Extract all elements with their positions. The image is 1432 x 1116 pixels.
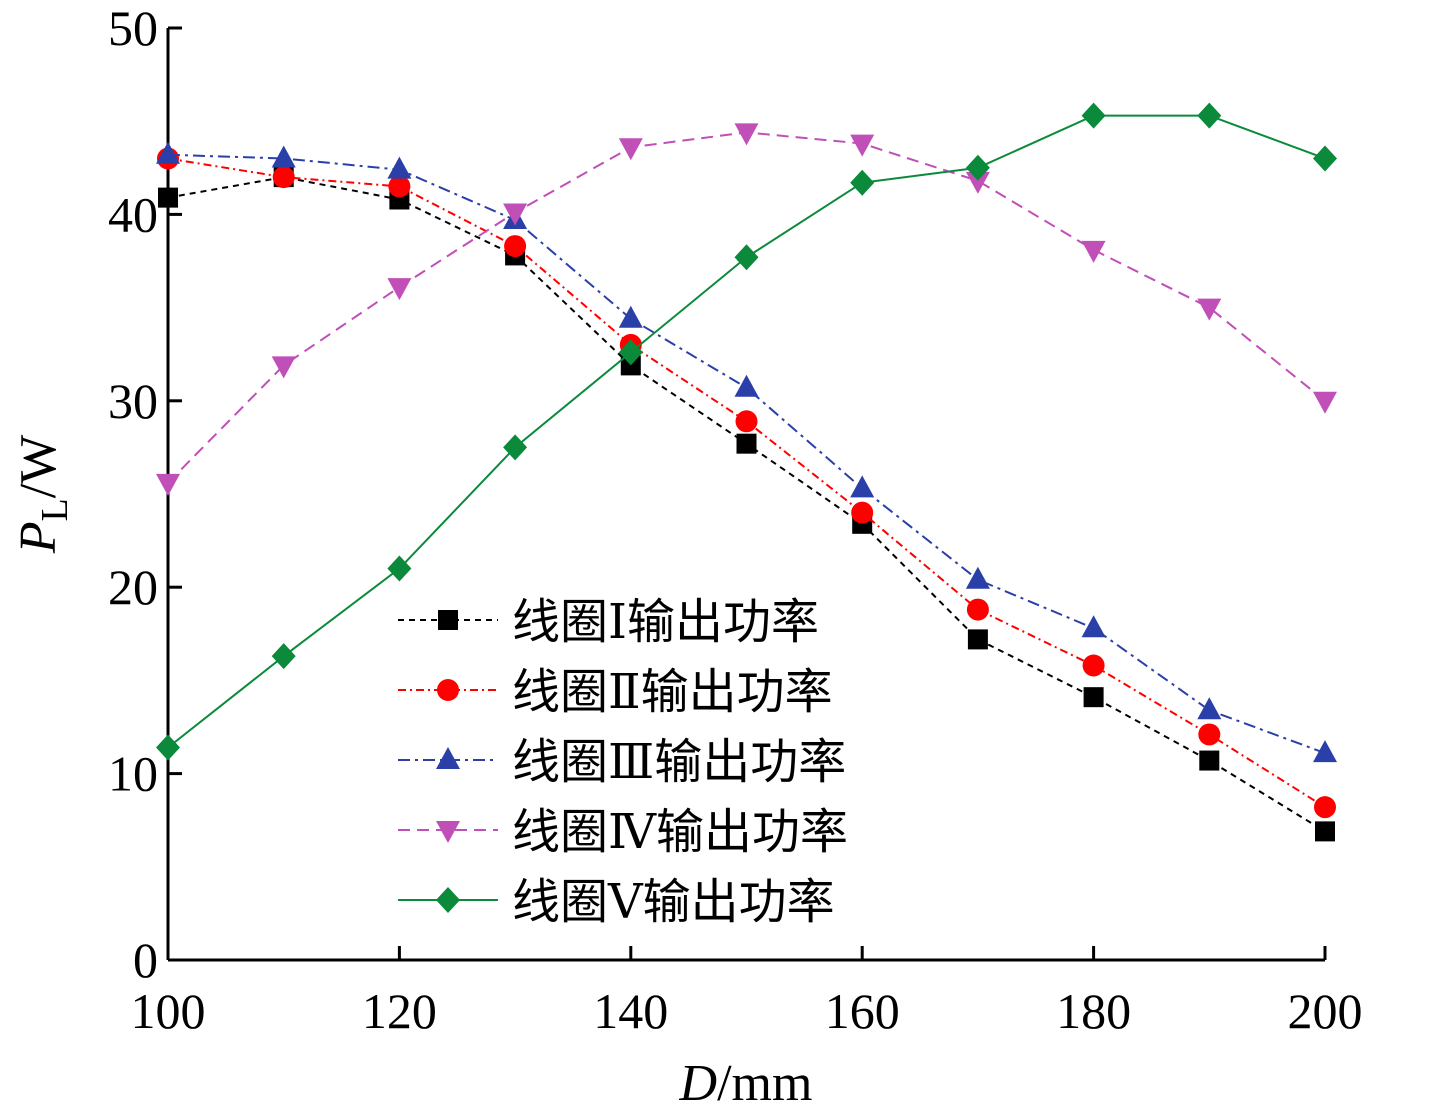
y-tick-label: 0 bbox=[133, 932, 158, 988]
y-tick-label: 40 bbox=[108, 186, 158, 242]
data-point bbox=[1081, 240, 1106, 263]
data-point bbox=[850, 169, 875, 196]
data-point bbox=[158, 187, 178, 208]
legend-label: 线圈Ⅴ输出功率 bbox=[512, 876, 835, 929]
data-point bbox=[1197, 102, 1222, 129]
data-point bbox=[503, 434, 528, 461]
y-tick-label: 30 bbox=[108, 373, 158, 429]
data-point bbox=[271, 145, 296, 168]
data-point bbox=[620, 355, 641, 376]
series-line bbox=[167, 153, 1326, 755]
x-tick-label: 160 bbox=[825, 983, 900, 1039]
x-tick-label: 100 bbox=[131, 983, 206, 1039]
data-point bbox=[1314, 796, 1336, 819]
series-4 bbox=[156, 123, 1337, 496]
data-point bbox=[1315, 821, 1335, 842]
data-point bbox=[387, 555, 412, 582]
data-point bbox=[1197, 298, 1222, 321]
legend-label: 线圈Ⅳ输出功率 bbox=[512, 806, 848, 859]
legend-marker bbox=[436, 821, 460, 843]
legend-label: 线圈Ⅲ输出功率 bbox=[512, 736, 846, 789]
series-5 bbox=[156, 102, 1337, 761]
data-point bbox=[734, 123, 759, 146]
legend-item: 线圈Ⅴ输出功率 bbox=[398, 876, 835, 929]
data-point bbox=[965, 566, 990, 589]
data-point bbox=[850, 475, 875, 498]
legend-label: 线圈Ⅰ输出功率 bbox=[512, 596, 819, 649]
series-group bbox=[156, 102, 1337, 842]
data-point bbox=[965, 171, 990, 194]
data-point bbox=[156, 734, 180, 761]
data-point bbox=[850, 134, 875, 157]
legend-item: 线圈Ⅰ输出功率 bbox=[398, 596, 819, 649]
data-point bbox=[1083, 687, 1104, 708]
legend-item: 线圈Ⅱ输出功率 bbox=[398, 666, 833, 719]
series-line bbox=[167, 176, 1326, 833]
data-point bbox=[966, 598, 989, 621]
data-point bbox=[1081, 615, 1106, 638]
y-tick-label: 50 bbox=[108, 0, 158, 56]
data-point bbox=[851, 501, 874, 524]
data-point bbox=[618, 339, 643, 366]
data-point bbox=[965, 154, 990, 181]
data-point bbox=[271, 643, 296, 670]
data-point bbox=[1197, 697, 1222, 720]
data-point bbox=[1313, 740, 1337, 763]
legend-marker bbox=[438, 610, 458, 630]
y-tick-label: 20 bbox=[108, 559, 158, 615]
data-point bbox=[1082, 654, 1105, 677]
data-point bbox=[1081, 102, 1106, 129]
data-point bbox=[618, 138, 643, 161]
data-point bbox=[1199, 750, 1220, 771]
data-point bbox=[156, 473, 180, 496]
x-tick-label: 140 bbox=[593, 983, 668, 1039]
data-point bbox=[734, 374, 759, 397]
data-point bbox=[1313, 145, 1337, 172]
data-point bbox=[387, 156, 412, 179]
x-tick-label: 180 bbox=[1056, 983, 1131, 1039]
x-tick-label: 200 bbox=[1288, 983, 1363, 1039]
data-point bbox=[156, 141, 180, 164]
data-point bbox=[1198, 723, 1221, 746]
series-3 bbox=[156, 141, 1337, 763]
data-point bbox=[1313, 391, 1337, 414]
data-point bbox=[503, 203, 528, 226]
axes: 0 10 20 30 40 50 100 120 140 160 180 200 bbox=[108, 0, 1363, 1039]
data-point bbox=[272, 166, 295, 189]
legend-label: 线圈Ⅱ输出功率 bbox=[512, 666, 833, 719]
legend-item: 线圈Ⅲ输出功率 bbox=[398, 736, 846, 789]
y-tick-label: 10 bbox=[108, 746, 158, 802]
data-point bbox=[967, 629, 988, 650]
data-point bbox=[504, 235, 527, 258]
legend-marker bbox=[436, 887, 460, 913]
legend-item: 线圈Ⅳ输出功率 bbox=[398, 806, 848, 859]
y-axis-label: PL/W bbox=[10, 435, 76, 555]
data-point bbox=[618, 305, 643, 328]
data-point bbox=[736, 433, 757, 454]
x-axis-label: D/mm bbox=[679, 1055, 813, 1112]
data-point bbox=[734, 244, 759, 271]
x-tick-label: 120 bbox=[362, 983, 437, 1039]
data-point bbox=[388, 175, 411, 198]
data-point bbox=[271, 356, 296, 379]
data-point bbox=[387, 278, 412, 301]
data-point bbox=[735, 410, 758, 433]
legend-marker bbox=[436, 747, 460, 769]
legend-marker bbox=[437, 679, 459, 701]
